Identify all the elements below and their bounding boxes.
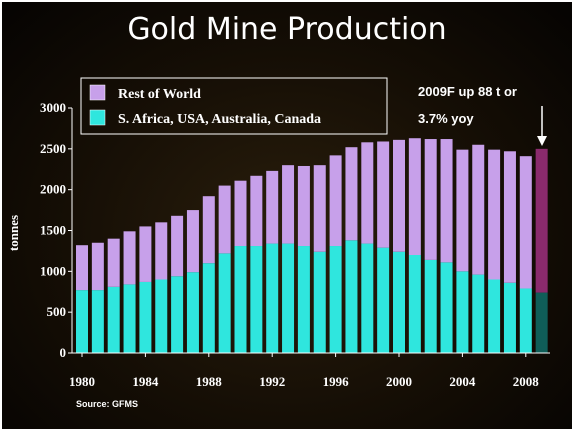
bar-rest-of-world-1994 [297,165,310,247]
bar-core-countries-1996 [329,246,342,353]
bar-core-countries-1989 [218,253,231,353]
annotation-line-2: 3.7% yoy [418,111,474,126]
x-tick-group: 1980 1984 1988 1992 1996 2000 2004 2008 [69,353,539,389]
bar-core-countries-1988 [202,263,215,353]
legend-box [80,77,388,135]
forecast-annotation: 2009F up 88 t or 3.7% yoy [418,84,547,146]
bar-rest-of-world-1987 [186,210,199,273]
bar-core-countries-2008 [519,288,532,353]
bar-core-countries-1994 [297,246,310,353]
legend-label-rest-of-world: Rest of World [118,87,201,102]
bar-rest-of-world-1991 [250,175,263,247]
bar-core-countries-1998 [361,243,374,353]
bar-rest-of-world-2009F [535,148,548,293]
bar-core-countries-1992 [266,243,279,353]
bar-core-countries-1980 [76,290,88,353]
bar-core-countries-1990 [234,246,247,353]
bar-core-countries-2006 [488,279,501,353]
bar-rest-of-world-1986 [171,215,184,277]
bar-core-countries-1985 [155,279,168,353]
legend-swatch-rest-of-world [89,84,106,101]
x-tick-label: 2004 [449,374,476,389]
chart-title: Gold Mine Production [127,12,447,47]
legend-swatch-core-countries [89,109,106,126]
x-tick-label: 1980 [69,374,95,389]
bar-core-countries-1993 [282,243,295,353]
bar-core-countries-2005 [472,274,485,353]
bar-rest-of-world-1989 [218,185,231,254]
bar-rest-of-world-1995 [313,165,326,252]
bar-core-countries-1995 [313,251,326,353]
bar-rest-of-world-1982 [107,238,120,287]
y-tick-label: 500 [47,304,67,319]
bar-rest-of-world-2004 [456,149,469,272]
bar-rest-of-world-2002 [424,139,437,260]
source-note: Source: GFMS [76,399,138,409]
bar-core-countries-2001 [408,255,421,353]
bar-rest-of-world-1984 [139,226,152,282]
y-axis-title: tonnes [6,215,21,251]
y-tick-group: 0 500 1000 1500 2000 2500 3000 [40,100,72,360]
bar-core-countries-1991 [250,246,263,353]
bar-core-countries-2003 [440,262,453,353]
bar-core-countries-2000 [393,251,405,353]
bar-core-countries-2004 [456,271,469,353]
bar-core-countries-2009F [535,292,548,353]
bar-rest-of-world-1990 [234,180,247,247]
bar-core-countries-1986 [171,276,184,353]
bar-rest-of-world-2000 [393,139,405,252]
annotation-line-1: 2009F up 88 t or [418,84,517,99]
bar-rest-of-world-1998 [361,142,374,244]
bar-rest-of-world-1992 [266,170,279,244]
y-tick-label: 2000 [40,182,66,197]
bar-rest-of-world-1993 [282,165,295,244]
x-tick-label: 1992 [259,374,285,389]
bar-rest-of-world-2006 [488,149,501,280]
bar-rest-of-world-2005 [472,144,485,275]
x-tick-label: 2008 [513,374,540,389]
y-tick-label: 3000 [40,100,66,115]
bar-core-countries-2002 [424,259,437,353]
bar-core-countries-2007 [503,282,516,353]
x-tick-label: 1984 [132,374,159,389]
x-tick-label: 1988 [196,374,223,389]
bar-core-countries-1997 [345,240,358,353]
bar-rest-of-world-1981 [91,242,104,291]
y-tick-label: 0 [60,345,67,360]
bar-group [76,138,548,353]
annotation-arrow-head [537,136,547,146]
bar-rest-of-world-1980 [76,245,88,291]
bar-rest-of-world-2001 [408,138,421,255]
bar-core-countries-1981 [91,290,104,353]
bar-rest-of-world-1985 [155,222,168,280]
y-tick-label: 1500 [40,223,66,238]
y-tick-label: 1000 [40,263,66,278]
bar-rest-of-world-2007 [503,151,516,283]
bar-rest-of-world-2008 [519,156,532,289]
bar-rest-of-world-1996 [329,155,342,247]
bar-rest-of-world-1983 [123,231,136,285]
bar-core-countries-1984 [139,281,152,353]
bar-rest-of-world-1997 [345,147,358,241]
legend: Rest of World S. Africa, USA, Australia,… [80,77,388,135]
bar-core-countries-1983 [123,284,136,353]
x-tick-label: 2000 [386,374,412,389]
bar-core-countries-1987 [186,272,199,353]
x-tick-label: 1996 [323,374,350,389]
legend-label-core-countries: S. Africa, USA, Australia, Canada [118,112,321,127]
bar-rest-of-world-2003 [440,139,453,263]
bar-core-countries-1999 [377,247,390,353]
bar-rest-of-world-1988 [202,196,215,264]
y-tick-label: 2500 [40,141,66,156]
bar-rest-of-world-1999 [377,141,390,248]
bar-core-countries-1982 [107,286,120,353]
